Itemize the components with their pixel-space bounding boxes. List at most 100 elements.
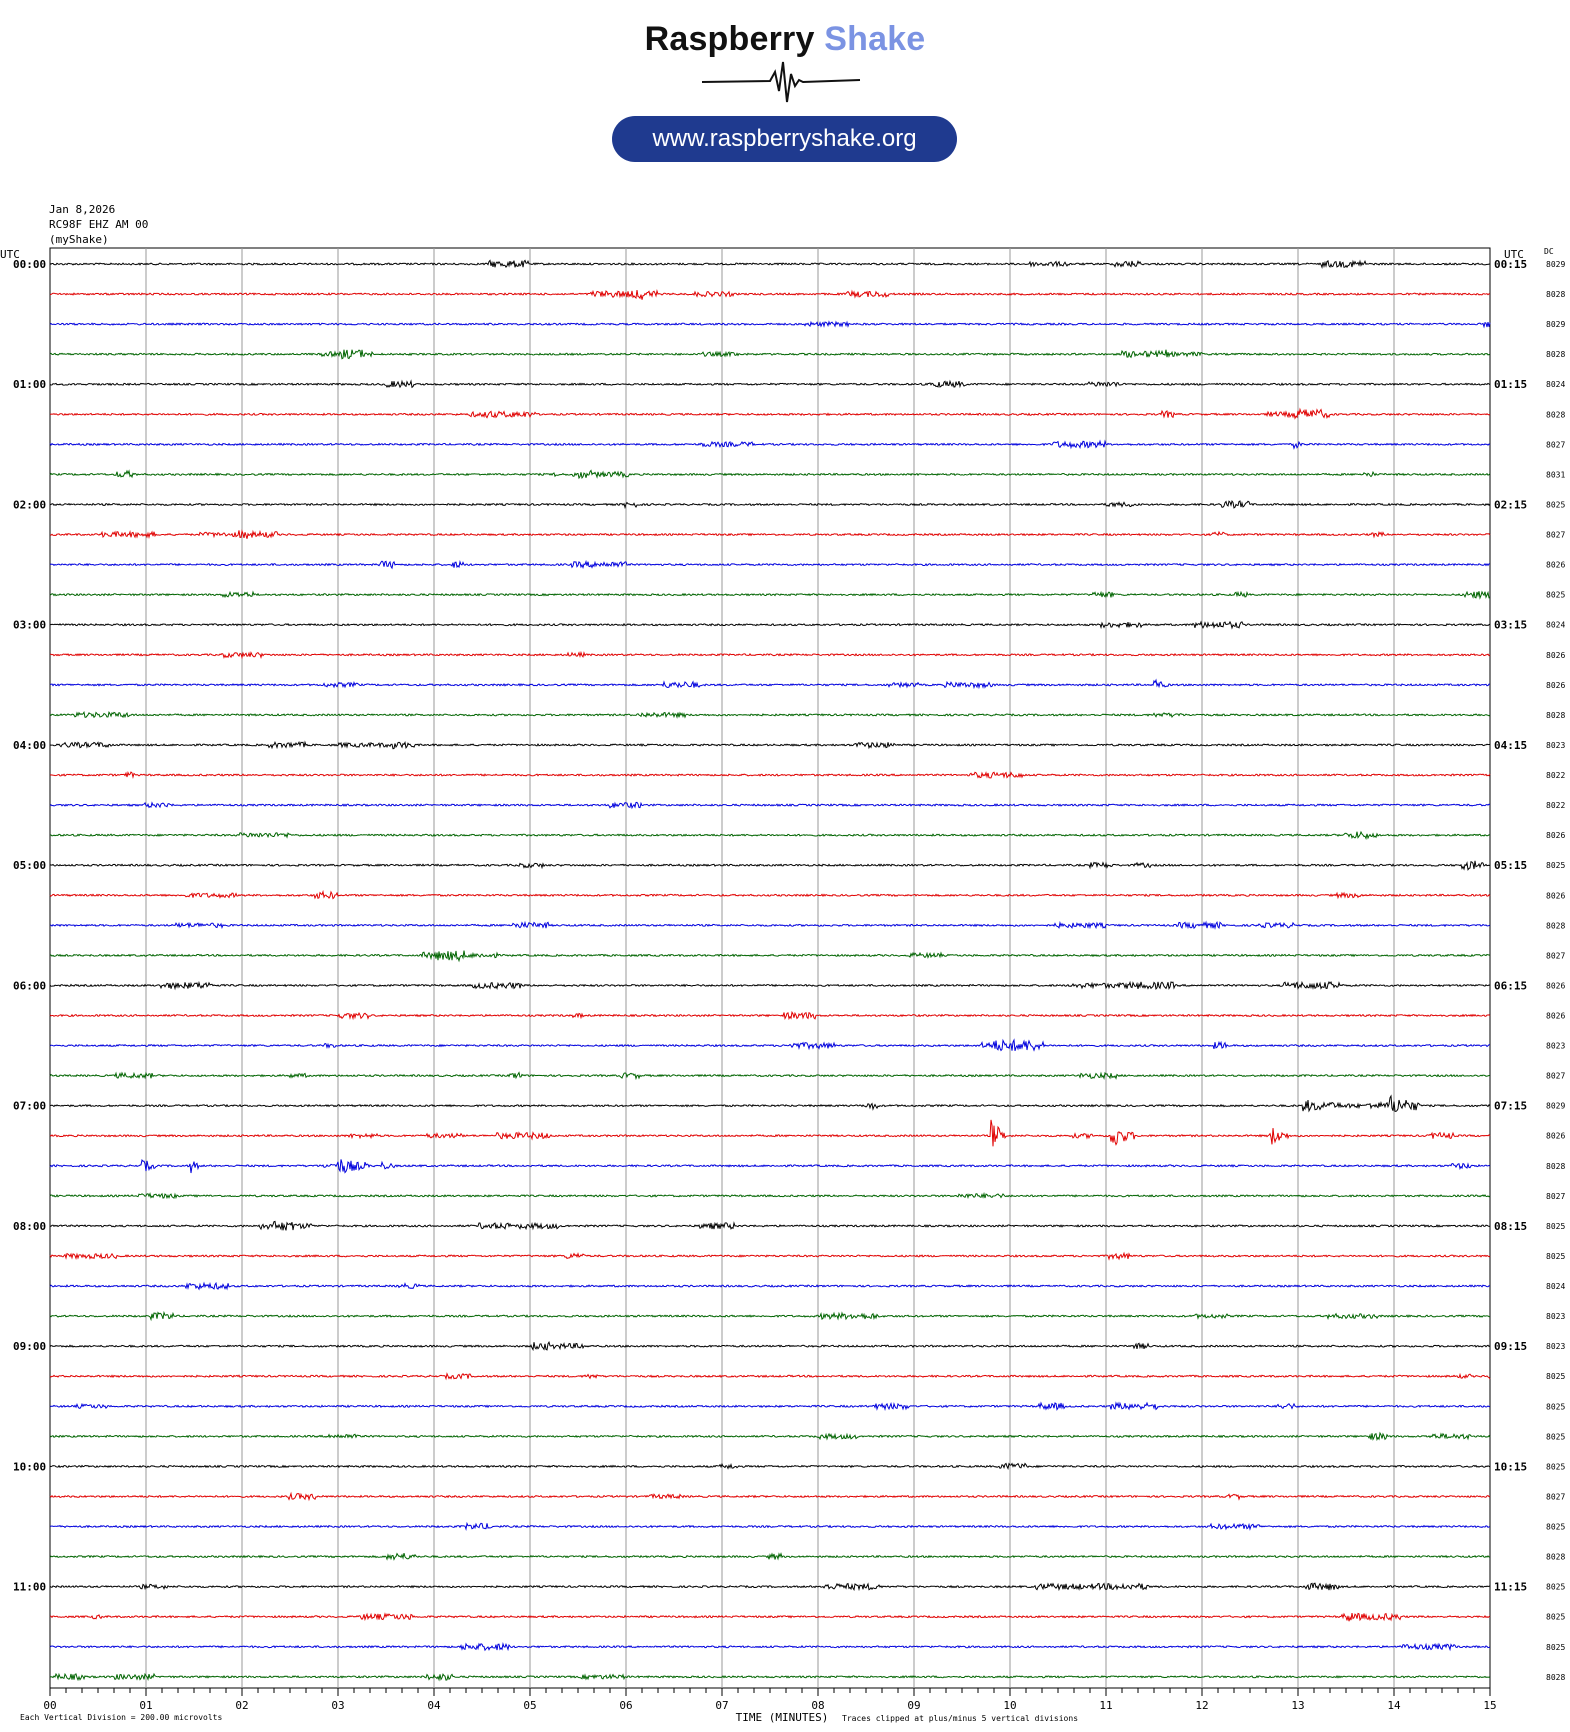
x-tick-label: 03 [331,1699,344,1712]
trace-line [49,771,1491,779]
trace-line [49,1094,1491,1113]
trace-line [49,1491,1491,1502]
dc-value: 8026 [1546,831,1565,840]
trace-line [49,1220,1491,1231]
dc-value: 8029 [1546,260,1565,269]
trace-line [49,1191,1491,1200]
hour-label-right: 05:15 [1494,859,1527,872]
dc-value: 8028 [1546,711,1565,720]
hour-label-right: 04:15 [1494,739,1527,752]
trace-line [49,711,1491,719]
dc-value: 8025 [1546,1462,1565,1471]
dc-value: 8026 [1546,1012,1565,1021]
hour-label-left: 00:00 [13,258,46,271]
trace-line [49,559,1491,570]
trace-line [49,860,1491,871]
dc-value: 8025 [1546,500,1565,509]
trace-line [49,1612,1491,1622]
dc-value: 8026 [1546,681,1565,690]
dc-value: 8028 [1546,1162,1565,1171]
trace-line [49,889,1491,900]
dc-value: 8023 [1546,1042,1565,1051]
trace-line [50,620,1491,630]
dc-value: 8028 [1546,290,1565,299]
hour-label-left: 03:00 [13,619,46,632]
x-tick-label: 04 [427,1699,441,1712]
trace-line [49,920,1491,930]
dc-value: 8027 [1546,1072,1565,1081]
dc-value: 8026 [1546,561,1565,570]
x-tick-label: 15 [1483,1699,1496,1712]
hour-label-right: 11:15 [1494,1581,1527,1594]
website-link[interactable]: www.raspberryshake.org [612,116,957,162]
x-tick-label: 10 [1003,1699,1016,1712]
dc-value: 8025 [1546,1643,1565,1652]
dc-value: 8027 [1546,531,1565,540]
hour-label-left: 11:00 [13,1581,46,1594]
x-tick-label: 14 [1387,1699,1401,1712]
hour-label-left: 10:00 [13,1460,46,1473]
clipping-note: Traces clipped at plus/minus 5 vertical … [842,1714,1078,1723]
hour-label-left: 01:00 [13,378,46,391]
dc-value: 8026 [1546,891,1565,900]
dc-value: 8023 [1546,741,1565,750]
dc-value: 8024 [1546,621,1565,630]
hour-label-left: 06:00 [13,979,46,992]
x-tick-label: 08 [811,1699,824,1712]
hour-label-right: 09:15 [1494,1340,1527,1353]
trace-line [49,469,1491,480]
dc-value: 8025 [1546,1583,1565,1592]
dc-column-title: DC [1544,247,1554,256]
hour-label-right: 06:15 [1494,979,1527,992]
trace-line [49,1462,1491,1471]
trace-line [49,1401,1491,1412]
trace-line [49,1340,1491,1352]
trace-line [49,590,1490,600]
trace-line [49,1582,1491,1592]
right-axis-title: UTC [1504,248,1524,261]
x-tick-label: 07 [715,1699,728,1712]
trace-line [49,1672,1491,1682]
dc-value: 8025 [1546,1222,1565,1231]
dc-value: 8028 [1546,1553,1565,1562]
trace-line [50,407,1491,420]
dc-value: 8028 [1546,410,1565,419]
x-tick-label: 02 [235,1699,248,1712]
hour-label-right: 08:15 [1494,1220,1527,1233]
dc-value: 8023 [1546,1312,1565,1321]
x-tick-label: 13 [1291,1699,1304,1712]
trace-line [50,1521,1491,1531]
hour-label-left: 02:00 [13,498,46,511]
hour-label-left: 04:00 [13,739,46,752]
dc-value: 8025 [1546,1523,1565,1532]
dc-value: 8025 [1546,1402,1565,1411]
trace-line [49,830,1491,840]
dc-value: 8025 [1546,1613,1565,1622]
left-axis-title: UTC [0,248,20,261]
logo-seismic-wave-icon [701,61,861,103]
x-tick-label: 06 [619,1699,632,1712]
dc-value: 8028 [1546,921,1565,930]
hour-label-right: 02:15 [1494,498,1527,511]
dc-value: 8029 [1546,320,1565,329]
hour-label-left: 05:00 [13,859,46,872]
trace-line [49,1281,1491,1291]
trace-line [49,1159,1491,1174]
dc-value: 8025 [1546,591,1565,600]
dc-value: 8027 [1546,1492,1565,1501]
trace-line [49,1038,1490,1052]
trace-line [49,801,1491,810]
hour-label-right: 01:15 [1494,378,1527,391]
x-axis-label: TIME (MINUTES) [736,1711,829,1724]
hour-label-right: 10:15 [1494,1460,1527,1473]
dc-value: 8026 [1546,1132,1565,1141]
dc-value: 8024 [1546,380,1565,389]
dc-value: 8026 [1546,651,1565,660]
dc-value: 8022 [1546,801,1565,810]
hour-label-right: 07:15 [1494,1100,1527,1113]
trace-line [49,439,1491,450]
trace-line [49,740,1490,750]
logo-word-shake: Shake [824,20,926,58]
dc-value: 8025 [1546,861,1565,870]
